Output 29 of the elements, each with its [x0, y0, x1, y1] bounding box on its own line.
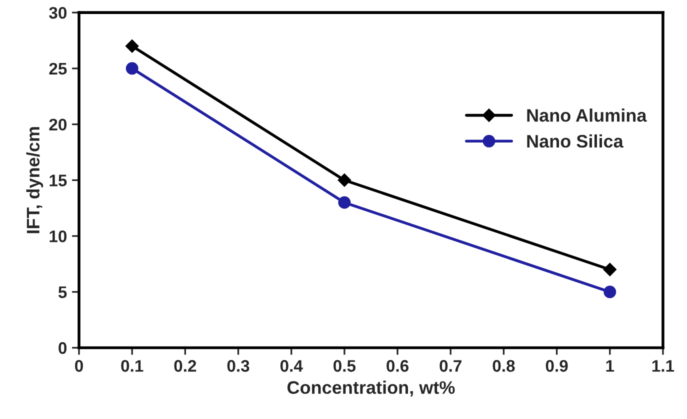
- x-tick-label: 0.8: [492, 360, 515, 372]
- legend-label: Nano Alumina: [527, 108, 647, 122]
- point: [604, 286, 616, 298]
- x-tick-label: 1.1: [652, 360, 674, 372]
- y-tick-label: 30: [49, 6, 67, 19]
- point: [126, 40, 139, 53]
- point: [338, 196, 351, 209]
- y-tick-label: 20: [49, 118, 67, 131]
- x-tick-label: 0: [75, 360, 83, 372]
- x-tick-label: 0.9: [546, 360, 568, 372]
- y-tick-label: 25: [49, 62, 67, 75]
- x-tick-label: 0.2: [174, 360, 196, 372]
- y-tick-label: 15: [50, 174, 67, 186]
- y-axis-title: IFT, dyne/cm: [26, 127, 44, 234]
- x-tick-label: 0.7: [440, 360, 462, 372]
- y-tick-label: 0: [58, 342, 67, 354]
- y-tick-label: 5: [58, 286, 67, 298]
- x-axis-title: Concentration, wt%: [287, 380, 455, 397]
- x-tick-label: 0.4: [280, 360, 303, 372]
- x-tick-label: 0.6: [386, 360, 409, 372]
- y-tick-label: 10: [50, 230, 67, 242]
- x-tick-label: 0.5: [334, 360, 356, 372]
- x-tick-label: 1: [606, 360, 614, 372]
- x-tick-label: 0.3: [227, 360, 250, 372]
- legend-label: Nano Silica: [527, 134, 624, 148]
- point: [126, 62, 138, 75]
- point: [338, 174, 352, 187]
- x-tick-label: 0.1: [121, 360, 144, 372]
- point: [603, 262, 616, 276]
